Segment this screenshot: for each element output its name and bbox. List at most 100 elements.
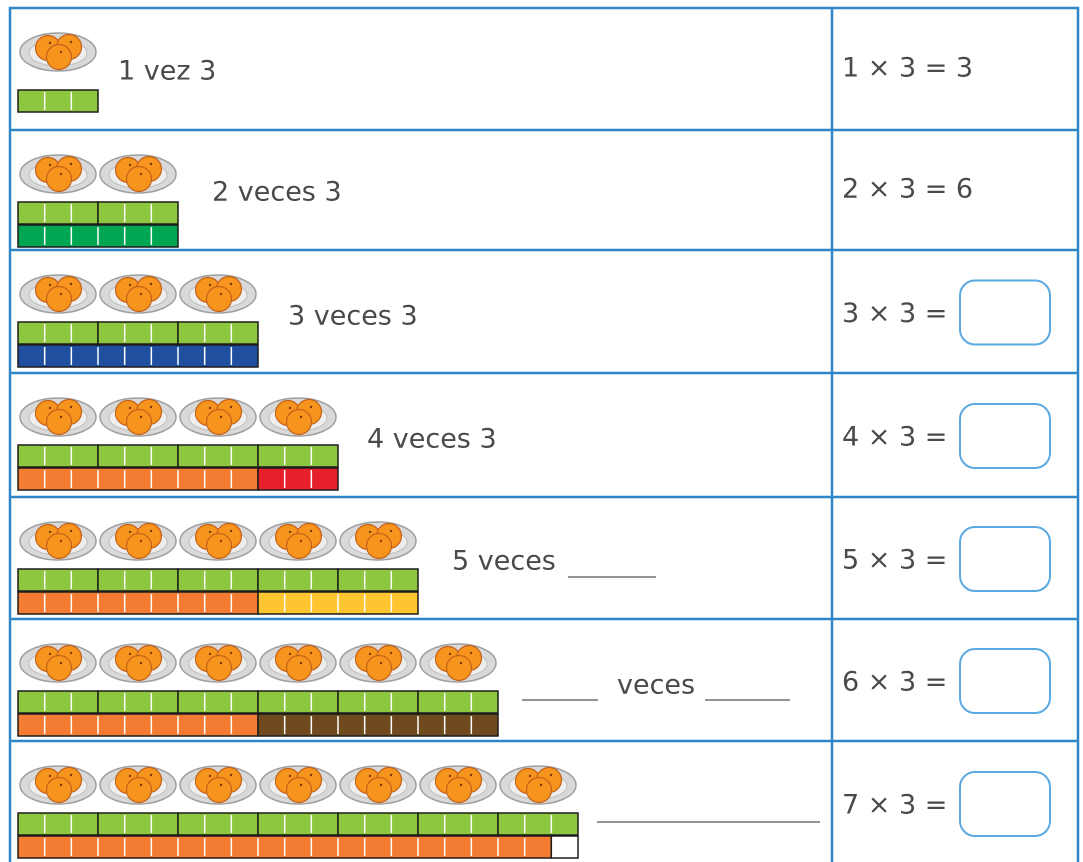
orange-dot	[139, 172, 143, 176]
orange-dot	[149, 162, 153, 166]
orange	[45, 776, 73, 804]
orange-dot	[309, 773, 313, 777]
orange	[125, 165, 153, 193]
orange	[285, 654, 313, 682]
bar-segment	[178, 691, 258, 713]
answer-box[interactable]	[959, 648, 1051, 714]
orange-dot	[219, 783, 223, 787]
bar-segment	[18, 691, 98, 713]
bar-outline	[97, 201, 179, 225]
bar-segment	[178, 569, 258, 591]
bar-segment	[418, 813, 498, 835]
orange-dot	[549, 773, 553, 777]
row: 5 veces 5 × 3 =	[17, 521, 1051, 615]
orange-dot	[59, 661, 63, 665]
orange-dot	[59, 415, 63, 419]
orange-dot	[48, 774, 52, 778]
orange	[525, 776, 553, 804]
orange-dot	[139, 415, 143, 419]
bar-outline	[257, 591, 419, 615]
answer-box[interactable]	[959, 771, 1051, 837]
orange-dot	[48, 406, 52, 410]
orange	[45, 408, 73, 436]
orange-dot	[229, 651, 233, 655]
orange	[445, 776, 473, 804]
orange-dot	[139, 661, 143, 665]
orange-dot	[208, 406, 212, 410]
orange-dot	[299, 415, 303, 419]
orange	[285, 408, 313, 436]
orange-dot	[528, 774, 532, 778]
orange-dot	[539, 783, 543, 787]
bar-segment	[258, 714, 498, 736]
orange-dot	[299, 783, 303, 787]
orange-dot	[48, 530, 52, 534]
orange-dot	[59, 292, 63, 296]
orange-dot	[139, 292, 143, 296]
row: 3 veces 3 3 × 3 =	[17, 274, 1051, 368]
row-label: 3 veces 3	[288, 301, 418, 332]
bar-segment	[551, 836, 578, 858]
orange-dot	[288, 530, 292, 534]
orange-dot	[149, 529, 153, 533]
orange	[45, 285, 73, 313]
orange	[125, 408, 153, 436]
orange-dot	[368, 774, 372, 778]
orange	[125, 285, 153, 313]
bar-segment	[98, 445, 178, 467]
table-border	[8, 6, 1080, 862]
orange-dot	[469, 651, 473, 655]
answer-box[interactable]	[959, 526, 1051, 592]
bar-segment	[98, 813, 178, 835]
row: veces 6 × 3 =	[17, 643, 1051, 737]
orange-dot	[469, 773, 473, 777]
orange-dot	[368, 530, 372, 534]
orange	[365, 776, 393, 804]
orange-dot	[48, 283, 52, 287]
bar-outline	[17, 344, 259, 368]
orange	[205, 532, 233, 560]
orange	[45, 654, 73, 682]
bar-segment	[178, 322, 258, 344]
orange-dot	[208, 652, 212, 656]
orange-dot	[389, 651, 393, 655]
bar-segment	[338, 691, 418, 713]
orange	[445, 654, 473, 682]
orange-dot	[448, 652, 452, 656]
row: 1 vez 3 1 × 3 = 3	[17, 32, 973, 113]
orange	[365, 654, 393, 682]
orange-dot	[448, 774, 452, 778]
equation: 3 × 3 =	[842, 298, 947, 329]
orange-dot	[128, 163, 132, 167]
bar-outline	[337, 568, 419, 592]
answer-box[interactable]	[959, 279, 1051, 346]
orange-dot	[69, 773, 73, 777]
equation: 6 × 3 =	[842, 667, 947, 698]
bar-segment	[18, 468, 258, 490]
orange-dot	[379, 661, 383, 665]
orange-dot	[69, 282, 73, 286]
orange-dot	[149, 405, 153, 409]
bar-outline	[17, 224, 179, 248]
orange-dot	[309, 405, 313, 409]
orange-dot	[379, 539, 383, 543]
bar-segment	[98, 569, 178, 591]
orange-dot	[309, 529, 313, 533]
orange-dot	[229, 405, 233, 409]
equation: 7 × 3 =	[842, 790, 947, 821]
bar-segment	[98, 202, 178, 224]
orange-dot	[128, 406, 132, 410]
bar-segment	[98, 322, 178, 344]
equation: 5 × 3 =	[842, 545, 947, 576]
orange-dot	[368, 652, 372, 656]
orange	[125, 776, 153, 804]
answer-box[interactable]	[959, 403, 1051, 469]
orange-dot	[219, 661, 223, 665]
bar-segment	[258, 569, 338, 591]
orange-dot	[149, 773, 153, 777]
orange-dot	[219, 415, 223, 419]
equation: 4 × 3 =	[842, 422, 947, 453]
orange-dot	[59, 50, 63, 54]
orange	[45, 165, 73, 193]
bar-segment	[98, 691, 178, 713]
